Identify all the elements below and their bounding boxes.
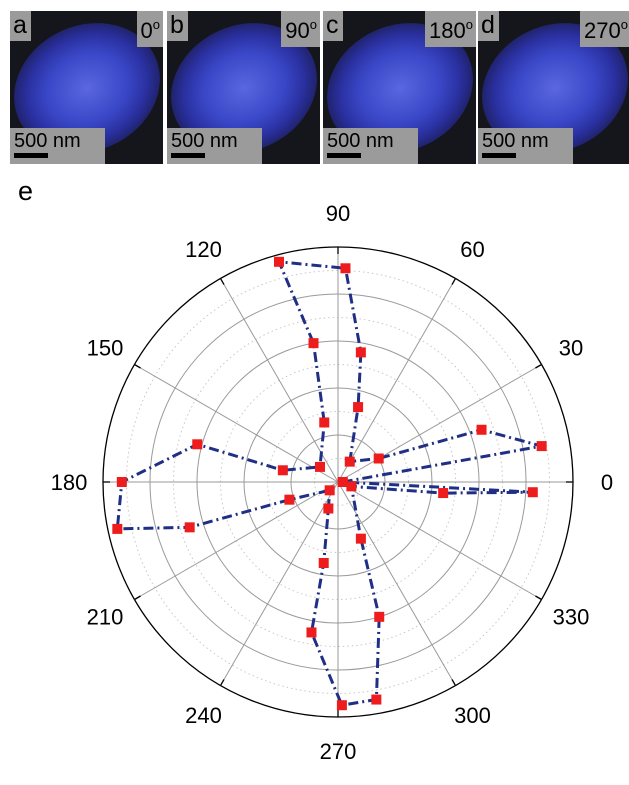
series-line <box>115 260 544 707</box>
polarization-angle: 270o <box>580 11 629 47</box>
angular-tick-mark <box>219 679 225 686</box>
angular-tick-label: 0 <box>601 470 613 495</box>
data-point-marker <box>192 439 203 450</box>
data-point-marker <box>274 256 285 267</box>
image-panel-b: b 90o 500 nm <box>167 11 320 164</box>
scale-bar-label: 500 nm <box>482 130 549 152</box>
data-point-marker <box>346 481 357 492</box>
panel-letter: c <box>323 11 343 41</box>
angular-tick-labels: 0 30 60 90 120 150 180 210 240 270 300 330 <box>51 201 613 764</box>
data-point-marker <box>277 465 288 476</box>
data-point-marker <box>340 263 351 274</box>
angular-spoke <box>337 481 456 686</box>
angular-spoke <box>134 481 339 600</box>
angular-tick-label: 270 <box>320 739 357 764</box>
panel-letter: a <box>10 11 31 41</box>
panel-letter: d <box>478 11 499 41</box>
data-point-marker <box>337 477 348 487</box>
angular-spoke <box>134 364 339 483</box>
data-point-marker <box>536 441 547 452</box>
angular-tick-label: 60 <box>460 237 484 262</box>
angular-tick-label: 120 <box>185 237 222 262</box>
scale-bar-line <box>14 153 48 158</box>
scale-bar-line <box>171 153 205 158</box>
scale-bar: 500 nm <box>323 128 418 164</box>
scale-bar: 500 nm <box>167 128 262 164</box>
scale-bar-label: 500 nm <box>14 130 81 152</box>
data-point-marker <box>353 402 364 413</box>
data-point-marker <box>284 494 295 505</box>
data-point-marker <box>323 503 334 514</box>
data-point-marker <box>184 522 195 533</box>
angular-tick-label: 90 <box>326 201 350 226</box>
polarization-angle: 90o <box>281 11 320 47</box>
data-point-marker <box>336 700 347 711</box>
polar-grid <box>102 246 574 718</box>
data-point-marker <box>476 424 487 435</box>
angular-tick-label: 300 <box>454 703 491 728</box>
data-point-marker <box>116 477 127 487</box>
scale-bar-line <box>327 153 361 158</box>
angular-tick-mark <box>535 363 542 369</box>
scale-bar: 500 nm <box>10 128 105 164</box>
data-point-marker <box>344 456 355 467</box>
chart-panel-label: e <box>18 176 33 206</box>
angular-tick-mark <box>134 363 141 369</box>
scale-bar: 500 nm <box>478 128 573 164</box>
data-point-marker <box>324 485 335 496</box>
data-point-marker <box>112 523 123 534</box>
angular-spoke <box>337 364 542 483</box>
angular-tick-label: 150 <box>87 336 124 361</box>
data-series <box>112 256 547 711</box>
data-point-marker <box>371 694 382 705</box>
angular-tick-label: 180 <box>51 470 88 495</box>
angular-tick-label: 330 <box>553 605 590 630</box>
angular-tick-mark <box>134 595 141 601</box>
data-point-marker <box>319 417 330 428</box>
angular-spoke <box>337 481 542 600</box>
polarization-angle: 180o <box>425 11 476 47</box>
scale-bar-label: 500 nm <box>327 130 394 152</box>
angular-tick-label: 210 <box>87 605 124 630</box>
scale-bar-label: 500 nm <box>171 130 238 152</box>
panel-letter: b <box>167 11 188 41</box>
data-point-marker <box>527 487 538 498</box>
data-point-marker <box>355 347 366 358</box>
data-point-marker <box>373 453 384 464</box>
angular-spoke <box>220 481 339 686</box>
angular-tick-mark <box>219 278 225 285</box>
data-point-marker <box>374 611 385 622</box>
data-point-marker <box>306 627 317 638</box>
image-panel-c: c 180o 500 nm <box>323 11 476 164</box>
data-point-marker <box>438 488 449 499</box>
angular-tick-label: 240 <box>185 703 222 728</box>
angular-tick-mark <box>451 679 457 686</box>
data-point-marker <box>314 461 325 472</box>
image-panel-d: d 270o 500 nm <box>478 11 629 164</box>
angular-spoke <box>337 278 456 483</box>
angular-spoke <box>220 278 339 483</box>
angular-tick-label: 30 <box>559 336 583 361</box>
image-panel-a: a 0o 500 nm <box>10 11 163 164</box>
data-point-marker <box>355 533 366 544</box>
data-point-marker <box>308 338 319 349</box>
angular-tick-mark <box>535 595 542 601</box>
data-point-marker <box>318 558 329 569</box>
angular-tick-mark <box>451 278 457 285</box>
polarization-angle: 0o <box>136 11 163 47</box>
scale-bar-line <box>482 153 516 158</box>
